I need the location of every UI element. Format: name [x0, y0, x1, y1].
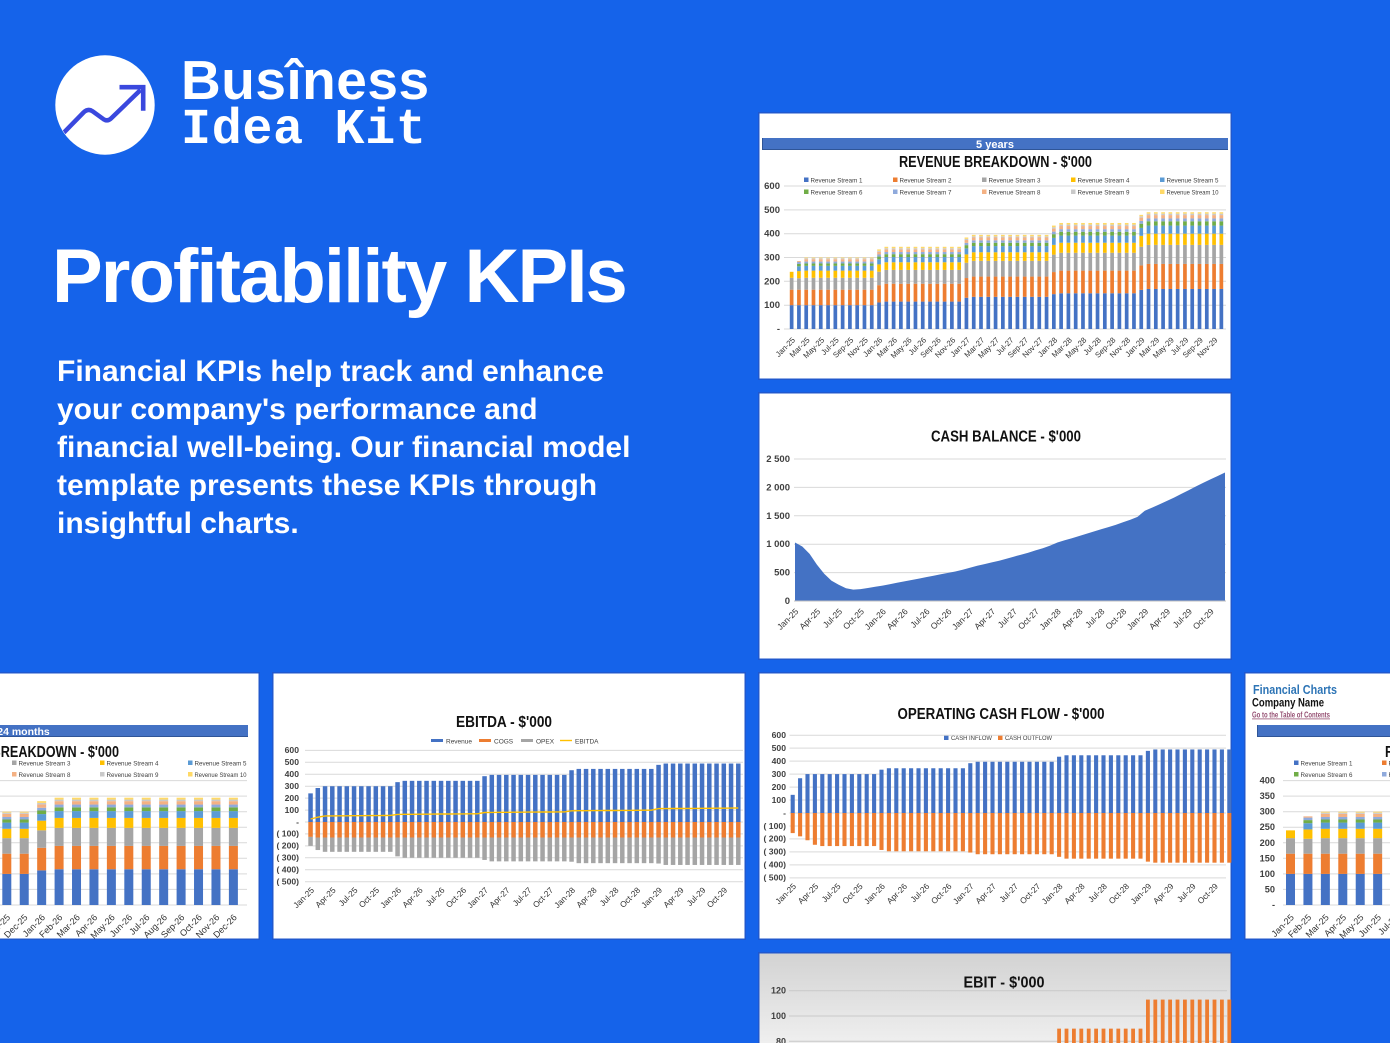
svg-text:( 300): ( 300)	[764, 847, 787, 857]
svg-text:200: 200	[772, 782, 787, 792]
svg-text:Revenue Stream 6: Revenue Stream 6	[1301, 772, 1353, 779]
svg-text:5 years: 5 years	[976, 139, 1014, 151]
svg-text:200: 200	[764, 276, 780, 287]
svg-text:( 400): ( 400)	[764, 860, 787, 870]
svg-text:Revenue Stream 3: Revenue Stream 3	[19, 760, 71, 767]
svg-text:400: 400	[764, 229, 780, 240]
svg-text:( 500): ( 500)	[277, 877, 300, 887]
svg-text:Revenue Stream 10: Revenue Stream 10	[195, 772, 247, 779]
svg-text:600: 600	[772, 730, 787, 740]
svg-text:CASH INFLOW: CASH INFLOW	[951, 735, 993, 742]
svg-text:100: 100	[772, 795, 787, 805]
svg-text:2 500: 2 500	[766, 454, 790, 465]
svg-text:24 months: 24 months	[0, 726, 50, 738]
svg-text:Revenue Stream 3: Revenue Stream 3	[989, 177, 1041, 184]
svg-text:Revenue Stream 2: Revenue Stream 2	[900, 177, 952, 184]
svg-text:Company Name: Company Name	[1252, 696, 1324, 710]
svg-text:( 200): ( 200)	[277, 841, 300, 851]
svg-text:Revenue Stream 8: Revenue Stream 8	[19, 772, 71, 779]
svg-text:300: 300	[1260, 807, 1275, 817]
svg-text:100: 100	[285, 805, 300, 815]
svg-text:OPERATING CASH FLOW - $'000: OPERATING CASH FLOW - $'000	[898, 706, 1105, 723]
svg-text:Revenue Stream 6: Revenue Stream 6	[811, 189, 863, 196]
svg-text:1 000: 1 000	[766, 539, 790, 550]
svg-text:Revenue Stream 9: Revenue Stream 9	[1078, 189, 1130, 196]
svg-text:REVENUE BREAKDOWN - $'000: REVENUE BREAKDOWN - $'000	[0, 744, 119, 761]
svg-text:100: 100	[764, 300, 780, 311]
svg-text:120: 120	[771, 986, 786, 996]
svg-text:-: -	[783, 808, 786, 818]
svg-text:250: 250	[1260, 822, 1275, 832]
svg-text:Revenue Stream 4: Revenue Stream 4	[107, 760, 159, 767]
svg-text:300: 300	[764, 253, 780, 264]
svg-text:COGS: COGS	[494, 739, 514, 746]
svg-text:200: 200	[1260, 838, 1275, 848]
svg-text:500: 500	[772, 743, 787, 753]
svg-text:350: 350	[1260, 791, 1275, 801]
svg-text:200: 200	[285, 793, 300, 803]
svg-text:300: 300	[772, 769, 787, 779]
svg-text:400: 400	[1260, 776, 1275, 786]
svg-text:300: 300	[285, 781, 300, 791]
svg-text:OPEX: OPEX	[536, 739, 555, 746]
svg-text:Financial Charts: Financial Charts	[1253, 682, 1337, 697]
svg-text:EBITDA: EBITDA	[575, 739, 599, 746]
svg-text:( 300): ( 300)	[277, 853, 300, 863]
svg-text:( 100): ( 100)	[764, 821, 787, 831]
svg-text:-: -	[777, 324, 780, 335]
svg-text:Revenue Stream 9: Revenue Stream 9	[107, 772, 159, 779]
svg-text:100: 100	[1260, 869, 1275, 879]
svg-text:REVENUE BREAKDOWN - $'000: REVENUE BREAKDOWN - $'000	[899, 154, 1092, 171]
svg-text:Revenue Stream 4: Revenue Stream 4	[1078, 177, 1130, 184]
svg-text:400: 400	[285, 769, 300, 779]
svg-text:150: 150	[1260, 853, 1275, 863]
svg-text:1 500: 1 500	[766, 511, 790, 522]
svg-text:400: 400	[772, 756, 787, 766]
svg-text:0: 0	[785, 596, 790, 607]
svg-text:EBIT - $'000: EBIT - $'000	[964, 975, 1045, 992]
svg-text:( 500): ( 500)	[764, 873, 787, 883]
svg-text:600: 600	[285, 745, 300, 755]
svg-text:Revenue Stream 1: Revenue Stream 1	[1301, 760, 1353, 767]
svg-text:( 400): ( 400)	[277, 865, 300, 875]
svg-text:Revenue Stream 10: Revenue Stream 10	[1167, 189, 1219, 196]
svg-text:500: 500	[774, 568, 790, 579]
svg-text:80: 80	[776, 1036, 786, 1043]
svg-text:Revenue Stream 1: Revenue Stream 1	[811, 177, 863, 184]
svg-text:500: 500	[764, 205, 780, 216]
svg-text:Revenue Stream 5: Revenue Stream 5	[1167, 177, 1219, 184]
svg-text:500: 500	[285, 757, 300, 767]
svg-text:100: 100	[771, 1011, 786, 1021]
svg-text:Revenue Stream 2: Revenue Stream 2	[1389, 760, 1390, 767]
svg-text:50: 50	[1265, 884, 1275, 894]
svg-text:REVENUE BREAKDOWN - $'000: REVENUE BREAKDOWN - $'000	[1385, 744, 1390, 761]
svg-text:CASH BALANCE - $'000: CASH BALANCE - $'000	[931, 429, 1081, 446]
svg-text:( 100): ( 100)	[277, 829, 300, 839]
svg-text:Go to the Table of Contents: Go to the Table of Contents	[1252, 711, 1330, 720]
svg-text:Revenue Stream 8: Revenue Stream 8	[989, 189, 1041, 196]
svg-text:Revenue Stream 7: Revenue Stream 7	[900, 189, 952, 196]
svg-text:EBITDA - $'000: EBITDA - $'000	[456, 714, 552, 731]
svg-text:Revenue Stream 7: Revenue Stream 7	[1389, 772, 1390, 779]
svg-text:CASH OUTFLOW: CASH OUTFLOW	[1005, 735, 1053, 742]
svg-text:Revenue Stream 5: Revenue Stream 5	[195, 760, 247, 767]
svg-text:-: -	[1272, 900, 1275, 910]
svg-text:2 000: 2 000	[766, 482, 790, 493]
svg-text:Revenue: Revenue	[446, 739, 472, 746]
svg-text:-: -	[296, 817, 299, 827]
svg-text:600: 600	[764, 181, 780, 192]
svg-text:( 200): ( 200)	[764, 834, 787, 844]
